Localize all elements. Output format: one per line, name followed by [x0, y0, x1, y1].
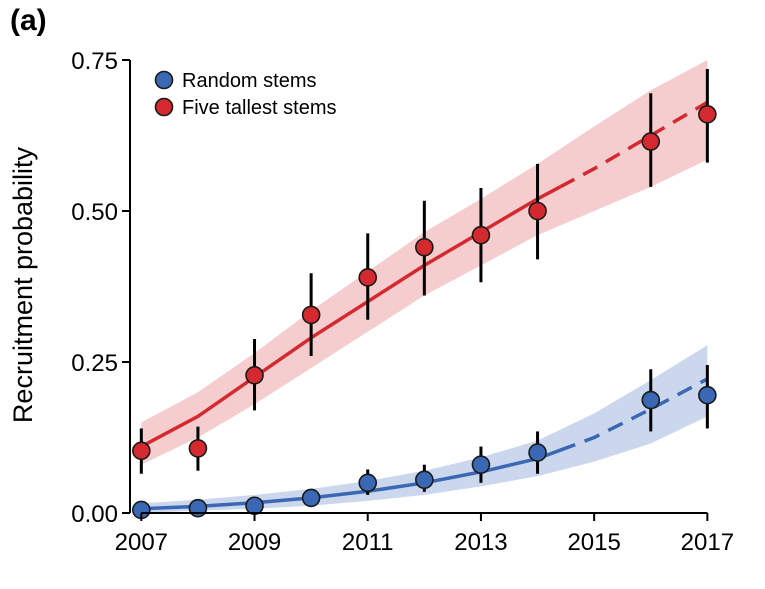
five-tallest-stems-point [132, 441, 151, 461]
five-tallest-stems-point [245, 365, 264, 385]
x-tick-label: 2009 [228, 529, 281, 556]
five-tallest-stems-point [415, 237, 434, 257]
x-tick-label: 2017 [681, 529, 734, 556]
y-tick-label: 0.25 [71, 350, 118, 377]
five-tallest-stems-legend-marker [154, 97, 174, 117]
random-stems-point [471, 455, 491, 474]
random-stems-point [188, 498, 208, 518]
y-axis-title: Recruitment probability [8, 146, 38, 423]
x-tick-label: 2007 [115, 529, 168, 556]
random-stems-point [698, 385, 717, 405]
random-stems-point [301, 488, 321, 508]
five-tallest-stems-point [188, 439, 208, 458]
random-stems-legend-marker [154, 70, 174, 90]
five-tallest-stems-point [698, 105, 717, 124]
y-tick-label: 0.00 [71, 501, 118, 528]
five-tallest-stems-fit-line-projected [559, 100, 709, 189]
x-tick-label: 2013 [454, 529, 507, 556]
random-stems-point [415, 470, 434, 490]
axes: 0.00 0.25 0.50 0.75 2007 2009 2011 2013 2015 2017 [71, 48, 734, 556]
five-tallest-stems-legend-label: Five tallest stems [182, 97, 336, 119]
random-stems-point [245, 496, 264, 516]
panel-label: (a) [10, 4, 47, 37]
random-stems-point [641, 390, 661, 410]
five-tallest-stems-point [471, 225, 491, 245]
y-tick-label: 0.75 [71, 48, 118, 75]
five-tallest-stems-point [528, 201, 547, 221]
five-tallest-stems-point [301, 305, 321, 325]
random-stems-fit-line-projected [559, 377, 709, 452]
y-tick-label: 0.50 [71, 199, 118, 226]
x-tick-label: 2015 [567, 529, 620, 556]
five-tallest-stems-point [641, 132, 661, 151]
x-tick-label: 2011 [342, 529, 394, 556]
random-stems-legend-label: Random stems [182, 70, 317, 92]
random-stems-point [528, 443, 547, 462]
legend: Random stems Five tallest stems [154, 70, 336, 119]
random-stems-point [358, 473, 378, 493]
five-tallest-stems-point [358, 268, 378, 287]
